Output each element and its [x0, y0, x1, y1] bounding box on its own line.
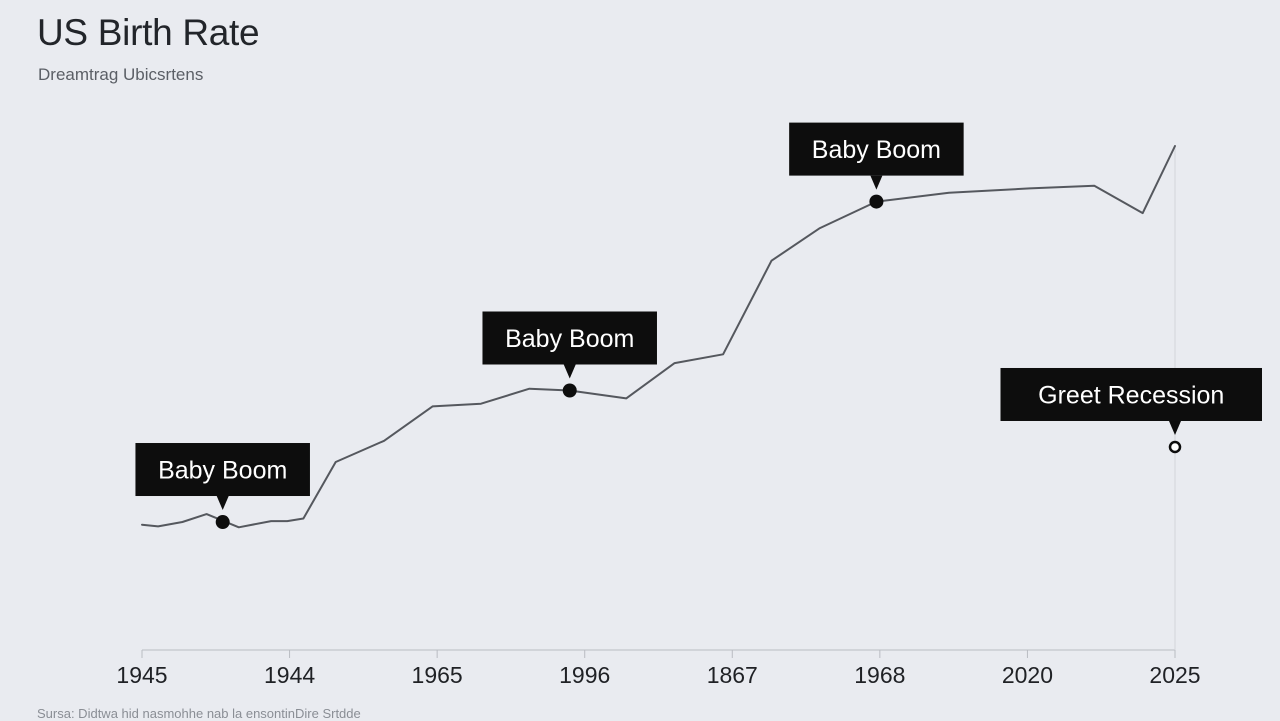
x-tick-label: 2025: [1149, 662, 1200, 688]
annotation-label: Baby Boom: [158, 457, 287, 485]
x-tick-label: 1944: [264, 662, 315, 688]
annotation-callout: Baby Boom: [482, 311, 657, 378]
chart-source-note: Sursa: Didtwa hid nasmohhe nab la ensont…: [37, 706, 361, 721]
annotation-pointer: [217, 496, 229, 510]
annotation-pointer: [564, 364, 576, 378]
x-tick-label: 1996: [559, 662, 610, 688]
annotation-callout: Greet Recession: [1001, 368, 1263, 435]
annotation-label: Baby Boom: [505, 325, 634, 353]
highlight-marker: [869, 195, 883, 209]
x-tick-label: 1945: [116, 662, 167, 688]
x-tick-label: 1867: [707, 662, 758, 688]
hollow-marker: [1170, 442, 1180, 452]
x-tick-label: 1965: [412, 662, 463, 688]
annotation-callout: Baby Boom: [789, 123, 964, 190]
annotation-group: Baby Boom Baby Boom Baby Boom Greet Recessi…: [135, 123, 1262, 510]
x-tick-label: 2020: [1002, 662, 1053, 688]
annotation-pointer: [1169, 421, 1181, 435]
annotation-label: Greet Recession: [1038, 381, 1224, 409]
annotation-label: Baby Boom: [812, 136, 941, 164]
annotation-callout: Baby Boom: [135, 443, 310, 510]
marker-group: [216, 195, 1180, 529]
highlight-marker: [216, 515, 230, 529]
x-tick-label: 1968: [854, 662, 905, 688]
annotation-pointer: [870, 176, 882, 190]
highlight-marker: [563, 383, 577, 397]
